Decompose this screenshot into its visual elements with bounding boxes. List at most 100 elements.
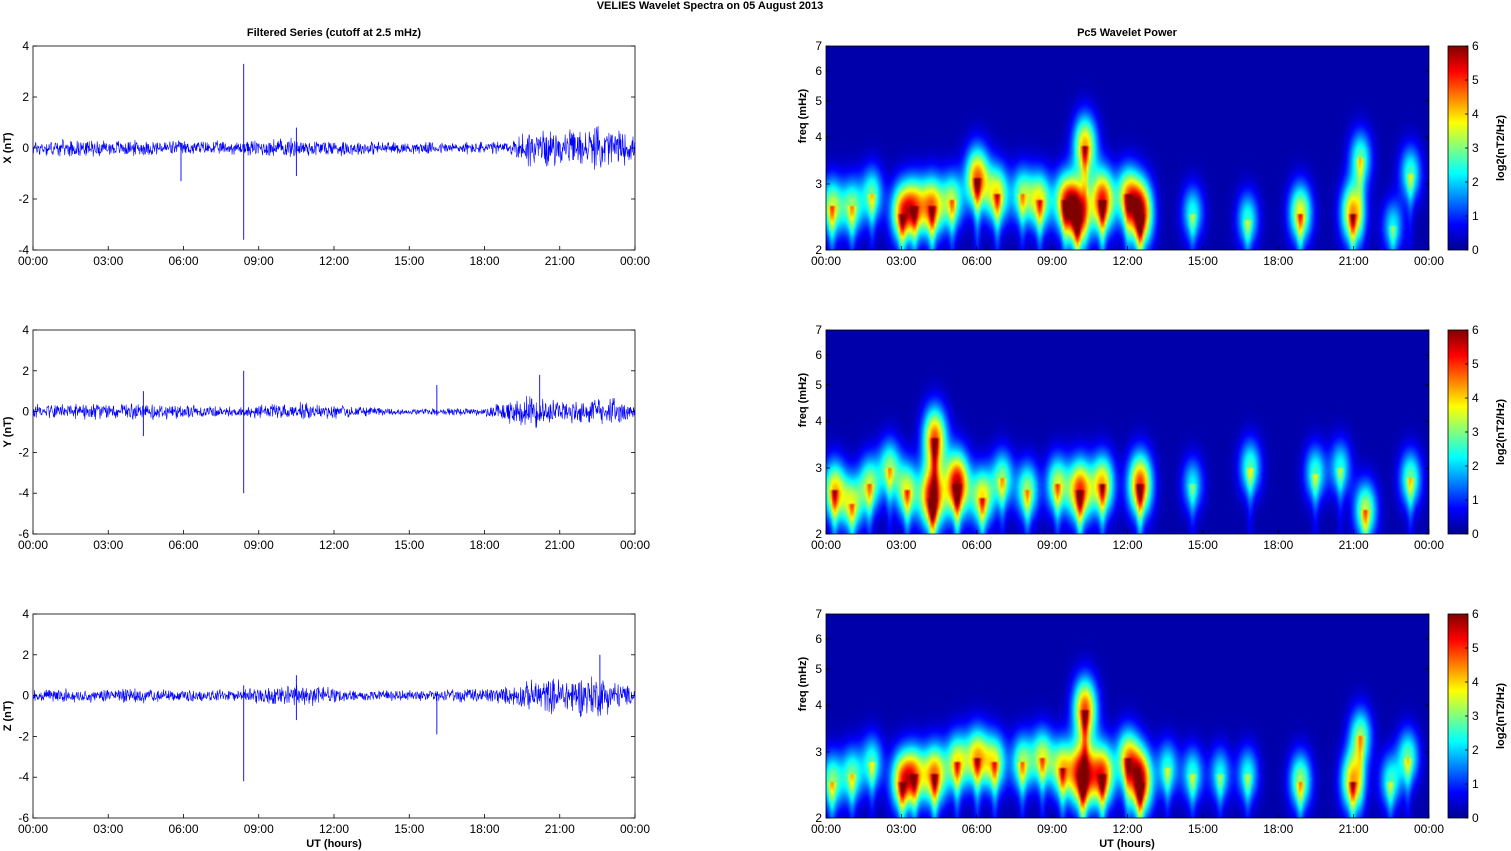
series-trace: [32, 676, 636, 718]
colorbar-tick-label: 1: [1472, 209, 1479, 223]
wavelet-y-axis-label: freq (mHz): [797, 656, 809, 711]
wavelet-x-tick-label: 06:00: [962, 822, 992, 836]
series-y-tick-label: 0: [22, 405, 29, 419]
wavelet-x-tick-label: 03:00: [886, 254, 916, 268]
colorbar-tick-label: 0: [1472, 811, 1479, 825]
wavelet-x-tick-label: 00:00: [1414, 254, 1444, 268]
wavelet-x-tick-label: 18:00: [1263, 254, 1293, 268]
colorbar-tick-label: 3: [1472, 141, 1479, 155]
wavelet-x-tick-label: 15:00: [1188, 538, 1218, 552]
series-x-tick-label: 00:00: [18, 254, 48, 268]
series-x-tick-label: 21:00: [545, 822, 575, 836]
colorbar-tick-label: 0: [1472, 527, 1479, 541]
colorbar-tick-label: 5: [1472, 357, 1479, 371]
wavelet-y-tick-label: 3: [815, 177, 822, 191]
wavelet-x-tick-label: 15:00: [1188, 822, 1218, 836]
series-y-tick-label: 2: [22, 90, 29, 104]
series-x-tick-label: 09:00: [244, 254, 274, 268]
wavelet-x-tick-label: 00:00: [1414, 822, 1444, 836]
wavelet-x-tick-label: 21:00: [1339, 254, 1369, 268]
z-component-wavelet-panel: 2 3 4 5 6 7 00:00 03:00 06:00 09:00 12:00 15:00 18:0…: [797, 607, 1507, 836]
colorbar-tick-label: 1: [1472, 777, 1479, 791]
series-x-tick-label: 00:00: [18, 822, 48, 836]
figure-title: VELIES Wavelet Spectra on 05 August 2013: [597, 0, 824, 12]
wavelet-x-tick-label: 00:00: [1414, 538, 1444, 552]
wavelet-x-tick-label: 12:00: [1112, 538, 1142, 552]
series-y-axis-label: X (nT): [2, 132, 14, 163]
series-y-tick-label: 0: [22, 689, 29, 703]
wavelet-x-tick-label: 15:00: [1188, 254, 1218, 268]
wavelet-x-tick-label: 06:00: [962, 538, 992, 552]
series-y-tick-label: 4: [22, 39, 29, 53]
wavelet-y-tick-label: 7: [815, 39, 822, 53]
series-y-axis-label: Y (nT): [2, 416, 14, 447]
x-component-wavelet-panel: 2 3 4 5 6 7 00:00 03:00 06:00 09:00 12:00 15:00 18:0…: [797, 39, 1507, 268]
colorbar-tick-label: 0: [1472, 243, 1479, 257]
wavelet-x-tick-label: 21:00: [1339, 538, 1369, 552]
wavelet-x-tick-label: 18:00: [1263, 822, 1293, 836]
wavelet-y-tick-label: 5: [815, 662, 822, 676]
z-component-series-panel: 420-2-4-600:00 03:00 06:00 09:00 12:00 15:00 1…: [2, 607, 650, 836]
series-y-tick-label: -4: [18, 486, 29, 500]
series-y-tick-label: 4: [22, 323, 29, 337]
series-plot-area: [32, 613, 636, 819]
series-x-tick-label: 03:00: [93, 254, 123, 268]
series-x-tick-label: 12:00: [319, 538, 349, 552]
series-x-tick-label: 06:00: [168, 822, 198, 836]
wavelet-x-tick-label: 00:00: [811, 254, 841, 268]
series-y-axis-label: Z (nT): [2, 700, 14, 731]
series-x-tick-label: 06:00: [168, 538, 198, 552]
wavelet-x-tick-label: 00:00: [811, 538, 841, 552]
y-component-series-panel: 420-2-4-600:00 03:00 06:00 09:00 12:00 15:00 1…: [2, 323, 650, 552]
series-x-tick-label: 00:00: [620, 254, 650, 268]
series-x-tick-label: 15:00: [394, 254, 424, 268]
series-x-tick-label: 00:00: [620, 822, 650, 836]
series-x-tick-label: 00:00: [18, 538, 48, 552]
series-y-tick-label: -2: [18, 192, 29, 206]
colorbar-tick-label: 2: [1472, 743, 1479, 757]
wavelet-x-tick-label: 09:00: [1037, 822, 1067, 836]
series-x-tick-label: 21:00: [545, 254, 575, 268]
colorbar-tick-label: 6: [1472, 607, 1479, 621]
wavelet-x-tick-label: 12:00: [1112, 822, 1142, 836]
wavelet-y-tick-label: 6: [815, 64, 822, 78]
series-y-tick-label: 2: [22, 648, 29, 662]
wavelet-y-tick-label: 7: [815, 607, 822, 621]
series-x-tick-label: 03:00: [93, 822, 123, 836]
series-y-tick-label: -6: [18, 811, 29, 825]
right-x-axis-label: UT (hours): [1099, 838, 1155, 850]
wavelet-x-tick-label: 12:00: [1112, 254, 1142, 268]
wavelet-y-tick-label: 7: [815, 323, 822, 337]
wavelet-y-tick-label: 3: [815, 461, 822, 475]
series-y-tick-label: 4: [22, 607, 29, 621]
series-trace: [32, 125, 636, 170]
wavelet-x-tick-label: 09:00: [1037, 254, 1067, 268]
series-x-tick-label: 15:00: [394, 822, 424, 836]
colorbar-tick-label: 1: [1472, 493, 1479, 507]
wavelet-y-tick-label: 3: [815, 745, 822, 759]
colorbar-label: log2(nT2/Hz): [1495, 399, 1507, 465]
right-column-title: Pc5 Wavelet Power: [1077, 27, 1178, 39]
wavelet-y-axis-label: freq (mHz): [797, 88, 809, 143]
series-x-tick-label: 15:00: [394, 538, 424, 552]
colorbar-tick-label: 2: [1472, 175, 1479, 189]
series-y-tick-label: -4: [18, 770, 29, 784]
wavelet-y-tick-label: 2: [815, 243, 822, 257]
wavelet-y-tick-label: 4: [815, 130, 822, 144]
series-x-tick-label: 09:00: [244, 538, 274, 552]
colorbar-tick-label: 3: [1472, 425, 1479, 439]
series-x-tick-label: 03:00: [93, 538, 123, 552]
series-x-tick-label: 12:00: [319, 822, 349, 836]
series-y-tick-label: 0: [22, 141, 29, 155]
series-x-tick-label: 12:00: [319, 254, 349, 268]
series-x-tick-label: 09:00: [244, 822, 274, 836]
wavelet-y-tick-label: 2: [815, 811, 822, 825]
colorbar-tick-label: 4: [1472, 107, 1479, 121]
colorbar-tick-label: 3: [1472, 709, 1479, 723]
wavelet-heatmap: [826, 614, 1429, 818]
colorbar-tick-label: 2: [1472, 459, 1479, 473]
series-x-tick-label: 18:00: [469, 822, 499, 836]
series-y-tick-label: -2: [18, 729, 29, 743]
series-trace: [32, 396, 636, 428]
